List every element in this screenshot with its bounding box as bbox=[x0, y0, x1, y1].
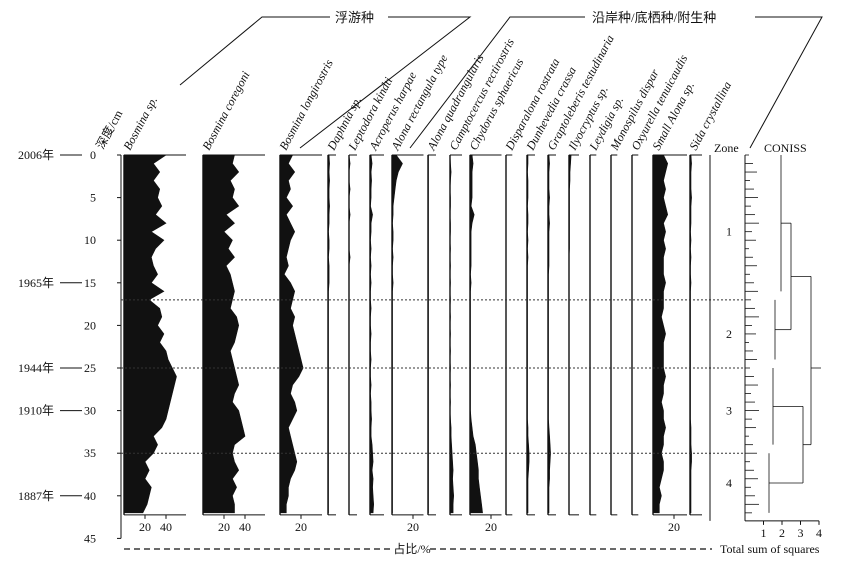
group-line-planktonic-right bbox=[299, 16, 472, 149]
group-label-planktonic: 浮游种 bbox=[335, 10, 374, 25]
panel-bosmina-coregoni: 20 40 Bosmina coregoni bbox=[199, 69, 265, 534]
depth-tick-label-40: 40 bbox=[84, 489, 96, 503]
group-line-littoral-right bbox=[749, 16, 823, 149]
series-area-acroperus-harpae bbox=[369, 154, 375, 514]
depth-tick-label-20: 20 bbox=[84, 318, 96, 332]
series-area-ilyocryptus-sp bbox=[568, 154, 572, 513]
percent-axis-label: 占比/% bbox=[393, 541, 430, 556]
zone-title: Zone bbox=[714, 141, 739, 155]
x-tick-label-chydorus-sphaericus-20: 20 bbox=[485, 520, 497, 534]
date-label-1944年: 1944年 bbox=[18, 361, 54, 375]
depth-tick-label-35: 35 bbox=[84, 446, 96, 460]
date-label-1910年: 1910年 bbox=[18, 404, 54, 418]
depth-tick-label-15: 15 bbox=[84, 276, 96, 290]
zone-column: Zone 1 2 3 4 bbox=[709, 141, 739, 521]
coniss-tick-label-3: 3 bbox=[798, 526, 804, 540]
zone-label-3: 3 bbox=[726, 404, 732, 418]
series-area-small-alona-sp bbox=[652, 154, 669, 514]
depth-tick-label-10: 10 bbox=[84, 233, 96, 247]
x-tick-label-bosmina-sp-20: 20 bbox=[139, 520, 151, 534]
species-panels: 20 40 Bosmina sp. 20 40 Bosmina coregoni 20 Bos… bbox=[120, 33, 734, 534]
coniss-branches bbox=[745, 154, 821, 514]
series-area-camptocercus-rectirostris bbox=[449, 154, 455, 514]
species-name-bosmina-sp: Bosmina sp. bbox=[120, 94, 160, 152]
x-tick-label-alona-rectangula-type-20: 20 bbox=[407, 520, 419, 534]
group-brackets bbox=[179, 16, 823, 149]
zone-label-4: 4 bbox=[726, 476, 732, 490]
coniss-tick-label-2: 2 bbox=[779, 526, 785, 540]
panel-alona-quadrangularis: Alona quadrangularis bbox=[424, 52, 487, 516]
depth-tick-label-5: 5 bbox=[90, 191, 96, 205]
coniss-x-label: Total sum of squares bbox=[720, 542, 820, 556]
series-area-bosmina-longirostris bbox=[279, 154, 304, 514]
date-label-2006年: 2006年 bbox=[18, 148, 54, 162]
x-tick-label-bosmina-coregoni-20: 20 bbox=[218, 520, 230, 534]
panel-leydigia-sp: Leydigia sp. bbox=[586, 94, 626, 516]
depth-axis: 深度/cm 0510152025303540452006年1965年1944年1… bbox=[18, 107, 126, 546]
depth-tick-label-30: 30 bbox=[84, 404, 96, 418]
depth-tick-label-0: 0 bbox=[90, 148, 96, 162]
series-area-leptodora-kindti bbox=[348, 154, 351, 513]
date-label-1887年: 1887年 bbox=[18, 489, 54, 503]
zone-label-2: 2 bbox=[726, 327, 732, 341]
coniss-title: CONISS bbox=[764, 141, 807, 155]
zone-boundaries bbox=[121, 299, 745, 454]
depth-tick-label-25: 25 bbox=[84, 361, 96, 375]
series-area-bosmina-sp bbox=[123, 154, 177, 514]
series-area-alona-rectangula-type bbox=[391, 154, 403, 514]
series-area-sida-crystallina bbox=[689, 154, 692, 514]
x-tick-label-bosmina-longirostris-20: 20 bbox=[295, 520, 307, 534]
species-name-bosmina-longirostris: Bosmina longirostris bbox=[276, 57, 336, 153]
group-line-littoral-left bbox=[409, 16, 585, 149]
bottom-axis-label: 占比/% bbox=[124, 541, 712, 556]
panel-disparalona-rostrata: Disparalona rostrata bbox=[502, 56, 562, 516]
group-label-littoral: 沿岸种/底栖种/附生种 bbox=[592, 10, 716, 25]
x-tick-label-small-alona-sp-20: 20 bbox=[668, 520, 680, 534]
series-area-dunhevedia-crassa bbox=[526, 154, 530, 514]
panel-ilyocryptus-sp: Ilyocryptus sp. bbox=[565, 83, 611, 516]
coniss-tick-label-1: 1 bbox=[761, 526, 767, 540]
coniss-tick-label-4: 4 bbox=[816, 526, 822, 540]
depth-tick-label-45: 45 bbox=[84, 531, 96, 545]
series-area-graptoleberis-testudinaria bbox=[547, 154, 551, 514]
group-line-planktonic-left bbox=[179, 16, 330, 86]
series-area-chydorus-sphaericus bbox=[469, 154, 483, 514]
panel-daphnia-sp: Daphnia sp. bbox=[324, 94, 364, 516]
date-label-1965年: 1965年 bbox=[18, 276, 54, 290]
x-tick-label-bosmina-sp-40: 40 bbox=[160, 520, 172, 534]
group-labels: 浮游种 沿岸种/底栖种/附生种 bbox=[335, 10, 716, 25]
panel-bosmina-sp: 20 40 Bosmina sp. bbox=[120, 94, 186, 534]
series-area-daphnia-sp bbox=[327, 154, 330, 514]
zone-label-1: 1 bbox=[726, 225, 732, 239]
x-tick-label-bosmina-coregoni-40: 40 bbox=[239, 520, 251, 534]
species-name-bosmina-coregoni: Bosmina coregoni bbox=[199, 69, 252, 153]
series-area-bosmina-coregoni bbox=[202, 154, 246, 514]
series-area-alona-quadrangularis bbox=[427, 154, 429, 514]
panel-bosmina-longirostris: 20 Bosmina longirostris bbox=[276, 57, 336, 534]
